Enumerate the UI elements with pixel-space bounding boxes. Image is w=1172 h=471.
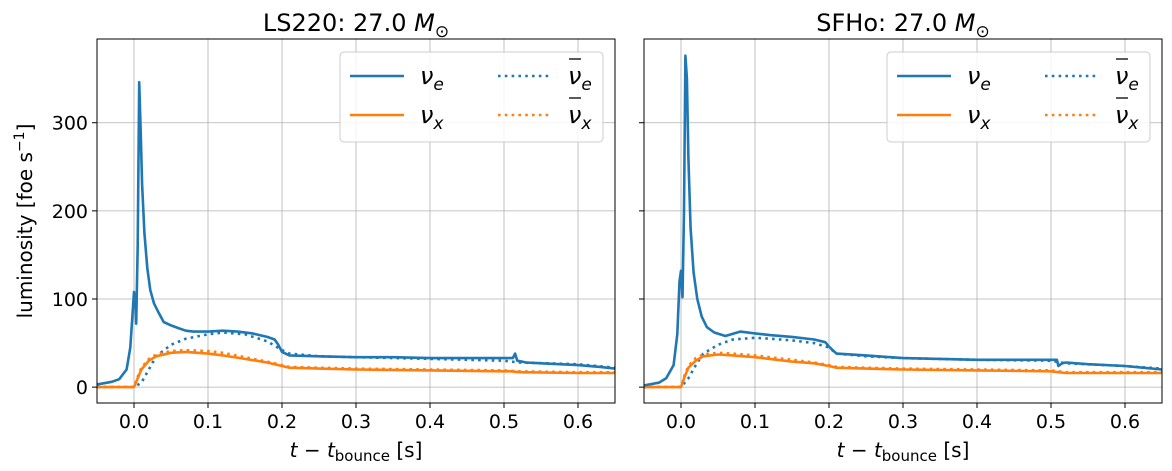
x-tick-label: 0.2 — [814, 411, 844, 433]
legend-sub: x — [580, 114, 592, 134]
title-symbol: M — [414, 9, 435, 37]
legend-label-2: νx — [967, 101, 991, 134]
legend-nu: ν — [568, 62, 581, 90]
x-tick-label: 0.5 — [489, 411, 519, 433]
legend-label-1: νe — [967, 62, 991, 95]
legend-sub: x — [432, 114, 444, 134]
legend-sub: e — [581, 75, 591, 95]
chart-title: SFHo: 27.0 M⊙ — [816, 9, 990, 42]
title-subscript: ⊙ — [435, 22, 449, 42]
legend-box — [339, 51, 604, 143]
chart-title: LS220: 27.0 M⊙ — [263, 9, 449, 42]
x-label-unit: [s] — [937, 438, 969, 462]
y-tick-label: 300 — [52, 113, 88, 135]
x-tick-label: 0.4 — [415, 411, 445, 433]
legend-label-1: νe — [420, 62, 444, 95]
y-label-sup: −1 — [12, 131, 28, 152]
legend-sub: e — [980, 75, 990, 95]
x-tick-label: 0.4 — [962, 411, 992, 433]
title-symbol: M — [955, 9, 976, 37]
series-line-2 — [644, 353, 1162, 389]
legend-sub: e — [433, 75, 443, 95]
legend-nu: ν — [568, 101, 581, 129]
series-line-1 — [644, 54, 1162, 387]
y-tick-label: 0 — [76, 377, 88, 399]
x-axis-label: t − tbounce [s] — [290, 438, 423, 465]
legend-label-4: νx — [568, 101, 592, 134]
legend-box — [886, 51, 1151, 143]
title-text: SFHo: 27.0 — [816, 9, 955, 37]
x-tick-label: 0.0 — [119, 411, 149, 433]
panel-1: 0.0 0.1 0.2 0.3 0.4 0.5 0.6 0 100 200 300 LS220: 27… — [12, 9, 616, 465]
title-text: LS220: 27.0 — [263, 9, 414, 37]
legend-nu: ν — [420, 62, 433, 90]
series-line-1 — [97, 80, 615, 386]
y-axis-label: luminosity [foe s−1] — [12, 124, 37, 319]
x-tick-label: 0.5 — [1036, 411, 1066, 433]
x-tick-label: 0.1 — [740, 411, 770, 433]
series-group — [97, 80, 615, 389]
x-tick-label: 0.6 — [1110, 411, 1140, 433]
x-label-sub: bounce — [882, 447, 937, 465]
legend-label-4: νx — [1115, 101, 1139, 134]
panel-2: 0.0 0.1 0.2 0.3 0.4 0.5 0.6 SFHo: 27.0 M⊙ t − tb… — [639, 9, 1163, 465]
legend-nu: ν — [1115, 62, 1128, 90]
y-tick-label: 200 — [52, 201, 88, 223]
x-label-unit: [s] — [390, 438, 422, 462]
title-subscript: ⊙ — [976, 22, 990, 42]
x-tick-label: 0.0 — [666, 411, 696, 433]
x-axis-label: t − tbounce [s] — [837, 438, 970, 465]
x-label-main: t − t — [290, 438, 336, 462]
legend-label-2: νx — [420, 101, 444, 134]
x-tick-label: 0.6 — [563, 411, 593, 433]
x-tick-label: 0.2 — [267, 411, 297, 433]
x-label-sub: bounce — [335, 447, 390, 465]
y-label-close: ] — [13, 124, 37, 132]
legend-label-3: νe — [568, 62, 592, 95]
series-line-3 — [97, 331, 615, 389]
x-label-main: t − t — [837, 438, 883, 462]
y-label-text: luminosity [foe s — [13, 152, 37, 318]
x-tick-label: 0.3 — [341, 411, 371, 433]
legend-sub: e — [1128, 75, 1138, 95]
legend-nu: ν — [967, 62, 980, 90]
legend-nu: ν — [967, 101, 980, 129]
legend-sub: x — [1127, 114, 1139, 134]
legend-label-3: νe — [1115, 62, 1139, 95]
series-line-2 — [97, 350, 615, 389]
legend-nu: ν — [420, 101, 433, 129]
x-tick-label: 0.3 — [888, 411, 918, 433]
legend-nu: ν — [1115, 101, 1128, 129]
x-tick-label: 0.1 — [193, 411, 223, 433]
series-group — [644, 54, 1162, 389]
y-tick-label: 100 — [52, 289, 88, 311]
legend-sub: x — [979, 114, 991, 134]
